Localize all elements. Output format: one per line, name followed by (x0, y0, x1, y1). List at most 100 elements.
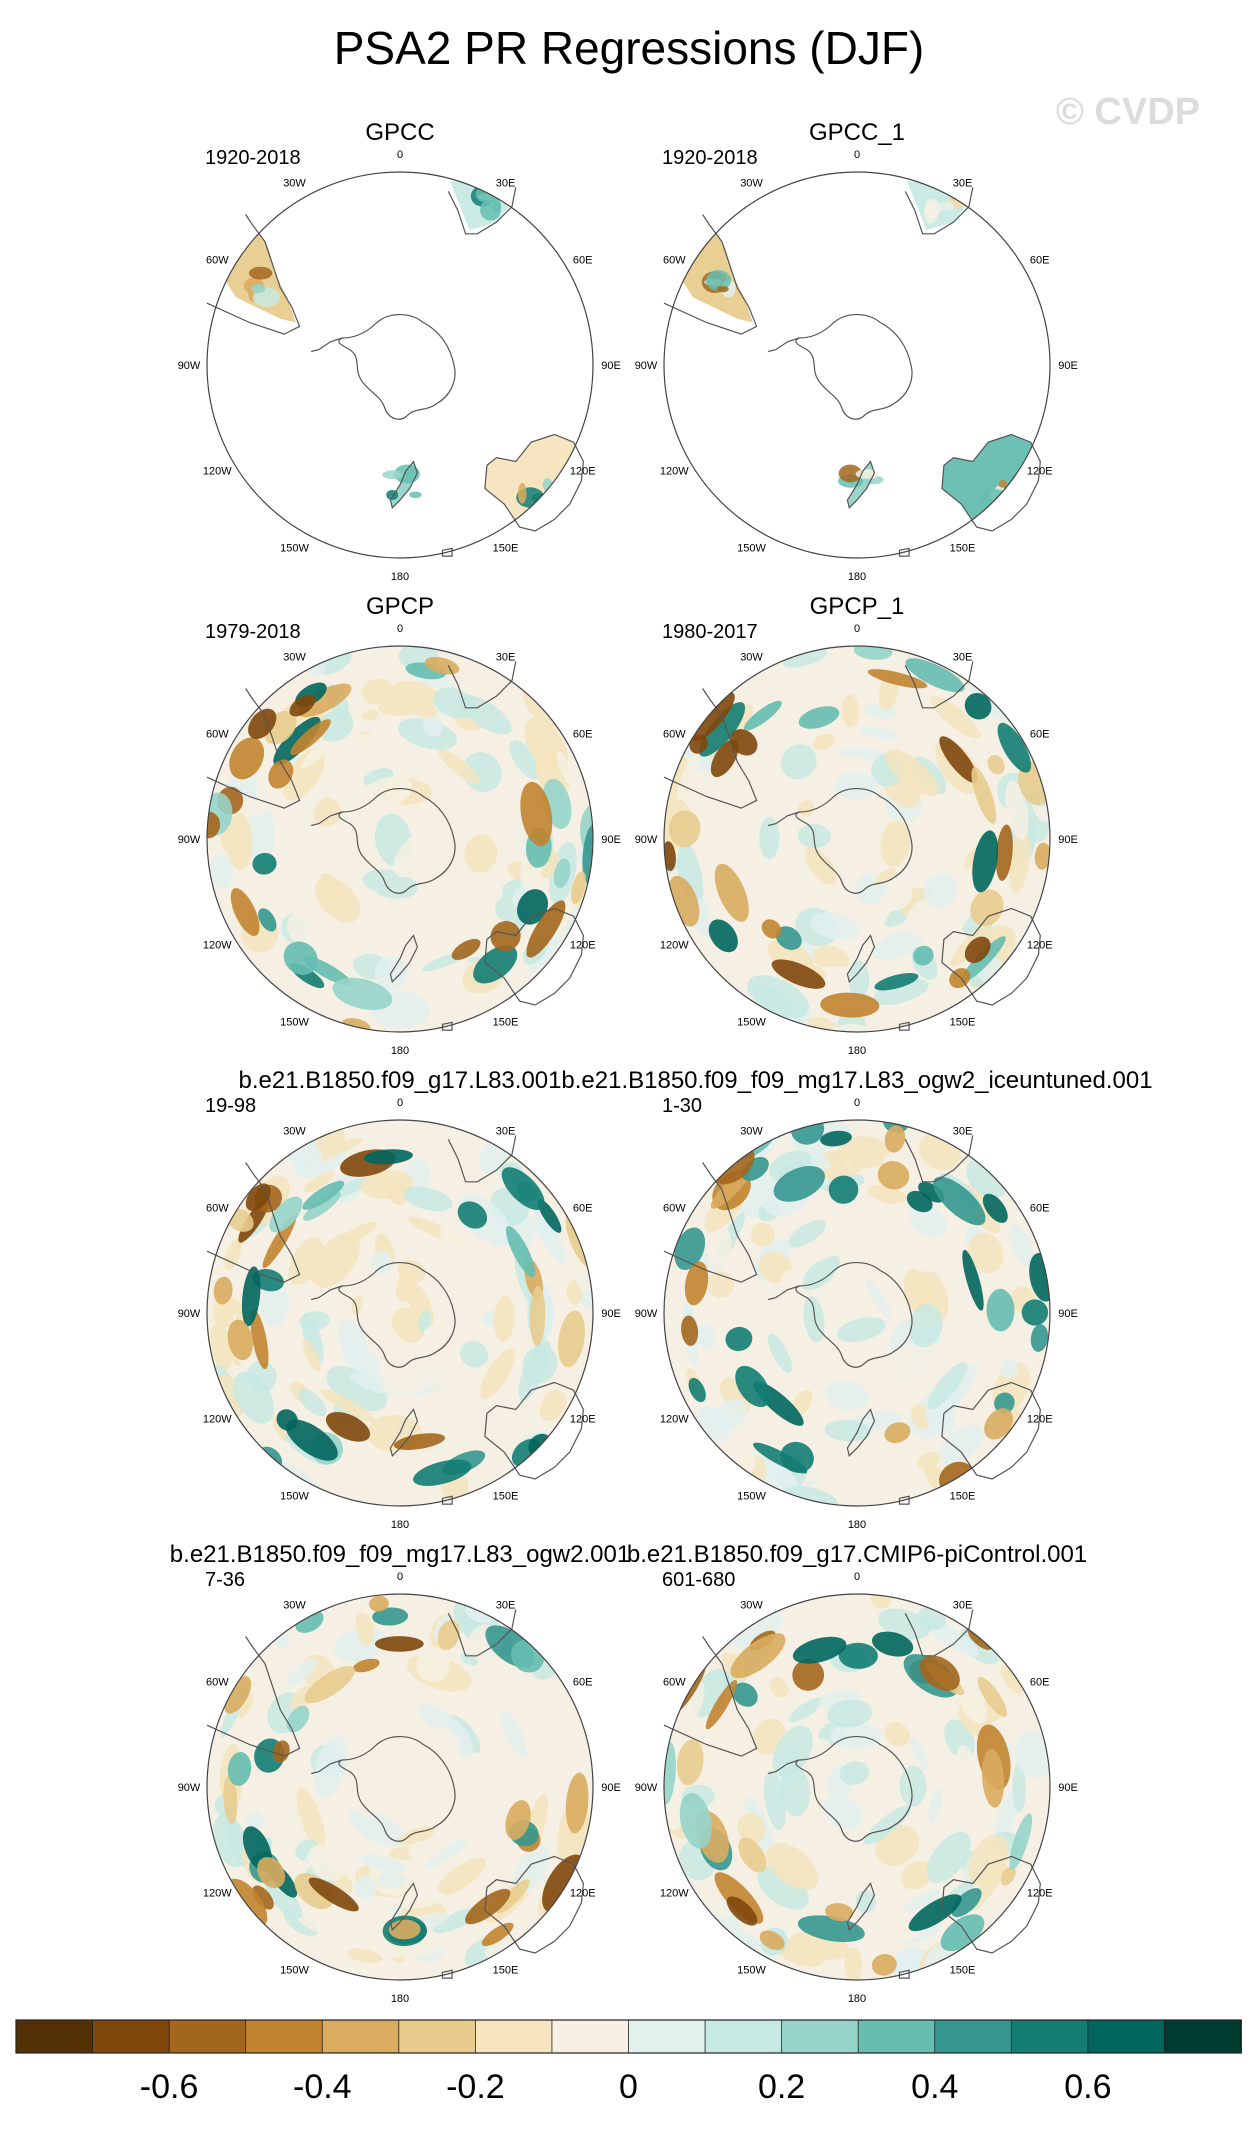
lon-label: 30W (283, 177, 306, 189)
regression-field (207, 1120, 593, 1506)
colorbar-swatch (168, 2019, 247, 2054)
lon-label: 30W (283, 1599, 306, 1611)
map-panel-1: GPCC 1920-2018 0 30E 60E 90E 120E 150E 180 150W 12… (178, 119, 621, 583)
colorbar-swatch (1010, 2019, 1089, 2054)
panel-period: 1920-2018 (205, 147, 301, 169)
lon-label: 120E (1027, 466, 1053, 478)
lon-label: 30W (283, 1125, 306, 1137)
lon-label: 180 (848, 1045, 866, 1057)
lon-label: 30W (283, 651, 306, 663)
colorbar-tick-label: 0.4 (911, 2068, 958, 2106)
colorbar-swatch (398, 2019, 477, 2054)
map-boundary (206, 1119, 594, 1507)
colorbar-tick-label: 0 (619, 2068, 638, 2106)
lon-label: 90E (1058, 1308, 1078, 1320)
map-panel-8: b.e21.B1850.f09_g17.CMIP6-piControl.0016… (627, 1541, 1087, 2005)
panel-period: 1980-2017 (662, 621, 758, 643)
colorbar-swatch (15, 2019, 94, 2054)
regression-field (664, 1120, 1050, 1506)
lon-label: 0 (397, 1097, 403, 1109)
colorbar-swatch (321, 2019, 400, 2054)
panel-title: GPCC_1 (809, 119, 905, 146)
colorbar-swatch (1087, 2019, 1166, 2054)
regression-field (207, 1594, 593, 1980)
lon-label: 30W (740, 651, 763, 663)
colorbar-tick-label: -0.6 (140, 2068, 199, 2106)
lon-label: 150W (737, 543, 766, 555)
coastlines (663, 187, 1041, 557)
lon-label: 30E (953, 1599, 973, 1611)
lon-label: 90W (635, 1308, 658, 1320)
lon-label: 180 (391, 1519, 409, 1531)
lon-label: 150E (950, 1491, 976, 1503)
lon-label: 60E (573, 1203, 593, 1215)
lon-label: 0 (397, 149, 403, 161)
panel-title: GPCC (365, 119, 434, 146)
lon-label: 120E (570, 1888, 596, 1900)
colorbar-tick-label: -0.2 (446, 2068, 505, 2106)
lon-label: 150E (493, 1491, 519, 1503)
lon-label: 0 (854, 1097, 860, 1109)
map-panel-2: GPCC_1 1920-2018 0 30E 60E 90E 120E 150E 180 150W… (635, 119, 1078, 583)
lon-label: 60W (663, 1677, 686, 1689)
lon-label: 60E (1030, 1203, 1050, 1215)
lon-label: 120W (203, 940, 232, 952)
lon-label: 90E (601, 1782, 621, 1794)
lon-label: 60E (1030, 255, 1050, 267)
lon-label: 90E (1058, 834, 1078, 846)
lon-label: 60E (573, 1677, 593, 1689)
lon-label: 120W (660, 466, 689, 478)
lon-label: 150E (493, 543, 519, 555)
panel-period: 1920-2018 (662, 147, 758, 169)
colorbar-tick-label: -0.4 (293, 2068, 352, 2106)
map-boundary (206, 1593, 594, 1981)
lon-label: 150E (493, 1017, 519, 1029)
lon-label: 0 (854, 149, 860, 161)
lon-label: 90W (178, 1308, 201, 1320)
lon-label: 90E (1058, 1782, 1078, 1794)
lon-label: 120W (203, 1888, 232, 1900)
colorbar-swatch (474, 2019, 553, 2054)
lon-label: 60W (206, 1203, 229, 1215)
watermark: © CVDP (1056, 91, 1200, 133)
lon-label: 120W (660, 1414, 689, 1426)
map-panel-7: b.e21.B1850.f09_f09_mg17.L83_ogw2.0017-3… (170, 1541, 630, 2005)
panel-title: GPCP_1 (810, 593, 905, 620)
map-boundary (206, 645, 594, 1033)
colorbar-swatch (245, 2019, 324, 2054)
lon-label: 60W (663, 255, 686, 267)
figure-title: PSA2 PR Regressions (DJF) (334, 22, 925, 74)
regression-field (207, 646, 593, 1032)
map-boundary (663, 171, 1051, 559)
lon-label: 150E (950, 543, 976, 555)
colorbar: -0.6 -0.4 -0.2 0 0.2 0.4 0.6 (15, 2019, 1242, 2106)
lon-label: 150W (737, 1017, 766, 1029)
lon-label: 0 (854, 623, 860, 635)
map-panel-6: b.e21.B1850.f09_f09_mg17.L83_ogw2_iceunt… (561, 1067, 1152, 1531)
colorbar-tick-label: 0.2 (758, 2068, 805, 2106)
lon-label: 120W (660, 940, 689, 952)
lon-label: 30E (496, 1599, 516, 1611)
coastlines (663, 661, 1041, 1031)
lon-label: 90W (178, 1782, 201, 1794)
lon-label: 120W (660, 1888, 689, 1900)
lon-label: 60W (206, 1677, 229, 1689)
panel-title: b.e21.B1850.f09_g17.L83.001 (239, 1067, 562, 1094)
colorbar-swatch (781, 2019, 860, 2054)
regression-field (664, 1594, 1050, 1980)
lon-label: 60W (206, 729, 229, 741)
colorbar-swatch (92, 2019, 171, 2054)
lon-label: 120W (203, 1414, 232, 1426)
lon-label: 60E (1030, 1677, 1050, 1689)
colorbar-tick-label: 0.6 (1064, 2068, 1111, 2106)
panel-period: 1-30 (662, 1095, 702, 1117)
lon-label: 60W (663, 729, 686, 741)
lon-label: 90W (178, 360, 201, 372)
lon-label: 180 (848, 571, 866, 583)
lon-label: 120E (1027, 940, 1053, 952)
panel-title: b.e21.B1850.f09_f09_mg17.L83_ogw2.001 (170, 1541, 630, 1568)
lon-label: 150E (950, 1017, 976, 1029)
lon-label: 150W (280, 1491, 309, 1503)
lon-label: 120E (1027, 1414, 1053, 1426)
